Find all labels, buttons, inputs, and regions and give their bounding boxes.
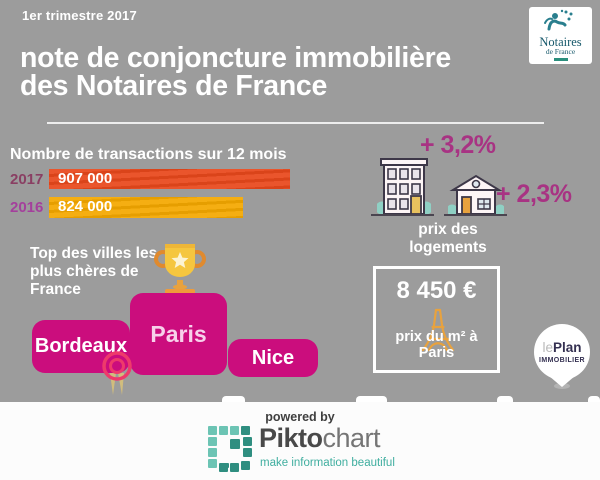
city-name-bordeaux: Bordeaux <box>34 335 128 357</box>
bar-2016-value: 824 000 <box>58 198 113 215</box>
eiffel-tower-icon <box>421 308 455 352</box>
notaires-logo-name: Notaires <box>539 35 582 49</box>
bar-2016: 824 000 <box>49 197 243 218</box>
notaires-logo-underline <box>553 58 568 61</box>
powered-by-label: powered by <box>265 410 335 424</box>
notaires-logo-subtitle: de France <box>545 47 576 56</box>
house-icon <box>448 174 504 216</box>
title-divider <box>47 122 544 124</box>
cropped-shape <box>497 396 513 402</box>
bar-2017: 907 000 <box>49 169 290 189</box>
medal-rosette-icon <box>102 351 132 395</box>
piktochart-tagline: make information beautiful <box>260 457 395 469</box>
city-name-paris: Paris <box>150 321 207 347</box>
trophy-icon <box>154 244 206 298</box>
piktochart-brand[interactable]: Piktochart <box>259 423 381 453</box>
top-cities-heading: Top des villes les plus chères de France <box>30 245 158 298</box>
leplan-subtitle: IMMOBILIER <box>539 357 585 364</box>
cropped-shape <box>222 396 245 402</box>
notaires-figure-icon <box>543 9 572 31</box>
footer: powered by Piktochart make i <box>0 402 600 480</box>
podium-first-paris: Paris <box>130 293 227 375</box>
piktochart-icon[interactable] <box>207 425 255 473</box>
city-name-nice: Nice <box>251 347 295 369</box>
leplan-name: lePlan <box>542 340 582 355</box>
leplan-logo-text: lePlan IMMOBILIER <box>527 341 597 367</box>
bar-category-2017: 2017 <box>10 171 44 188</box>
cropped-shape <box>588 396 600 402</box>
period-label: 1er trimestre 2017 <box>22 8 137 23</box>
apartment-building-icon <box>377 158 431 215</box>
leplan-immobilier-logo: lePlan IMMOBILIER <box>527 323 597 393</box>
cropped-shape <box>356 396 387 402</box>
housing-prices-caption: prix des logements <box>409 221 487 256</box>
apartments-price-change: + 3,2% <box>420 131 496 159</box>
map-pin-icon <box>534 324 590 389</box>
page-title-line2: des Notaires de France <box>20 70 328 102</box>
page-title: note de conjoncture immobilière des Nota… <box>20 42 451 102</box>
building-ground-line <box>371 214 434 216</box>
podium-second-bordeaux: Bordeaux <box>32 320 130 373</box>
house-ground-line <box>444 214 507 216</box>
bar-2017-value: 907 000 <box>58 170 113 187</box>
paris-price-box: 8 450 € prix du m² à Paris <box>373 266 500 373</box>
houses-price-change: + 2,3% <box>496 180 572 208</box>
transactions-heading: Nombre de transactions sur 12 mois <box>10 146 287 163</box>
bar-category-2016: 2016 <box>10 199 44 216</box>
notaires-de-france-logo: Notaires de France <box>529 7 592 64</box>
page-title-line1: note de conjoncture immobilière <box>20 42 451 74</box>
paris-price-caption: prix du m² à Paris <box>395 329 478 361</box>
podium-third-nice: Nice <box>228 339 318 377</box>
paris-price-value: 8 450 € <box>396 277 477 304</box>
